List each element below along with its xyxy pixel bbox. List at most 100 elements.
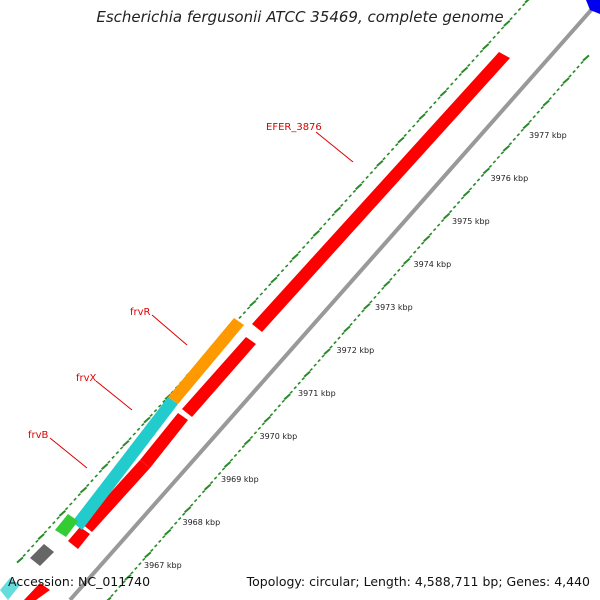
inner-tick (277, 404, 282, 408)
inner-tick (582, 54, 590, 62)
outer-tick (450, 82, 454, 86)
outer-tick (306, 241, 310, 245)
inner-tick (158, 539, 162, 543)
inner-tick (502, 144, 510, 152)
inner-tick (568, 74, 572, 78)
outer-tick (376, 159, 384, 167)
inner-tick (460, 196, 465, 200)
ruler-tick-label: 3973 kbp (375, 303, 413, 312)
gene-bar-gray[interactable] (30, 544, 54, 566)
outer-tick (56, 516, 60, 520)
outer-tick (238, 315, 242, 319)
leader-frvX (95, 380, 133, 411)
outer-tick (509, 17, 513, 21)
outer-tick (395, 143, 399, 147)
outer-tick (246, 306, 251, 310)
inner-tick (170, 526, 174, 530)
gene-label-frvB[interactable]: frvB (28, 430, 49, 441)
outer-tick (340, 203, 344, 207)
outer-tick (86, 483, 90, 487)
outer-tick (428, 105, 433, 109)
gene-label-efer3876[interactable]: EFER_3876 (266, 122, 322, 133)
outer-tick (500, 26, 505, 30)
outer-tick (16, 556, 24, 564)
inner-tick (403, 257, 411, 265)
inner-tick (321, 354, 325, 358)
inner-tick (253, 431, 258, 435)
inner-tick (520, 128, 524, 132)
inner-tick (423, 235, 431, 243)
outer-tick (458, 73, 462, 77)
inner-tick (462, 190, 471, 197)
gene-bar-blue[interactable] (586, 0, 600, 14)
gene-bar-cyan[interactable] (72, 397, 178, 530)
outer-tick (162, 399, 166, 403)
gene-label-frvX[interactable]: frvX (76, 373, 97, 384)
outer-tick (390, 147, 395, 151)
inner-tick (576, 65, 580, 69)
inner-tick (197, 494, 202, 498)
inner-tick (456, 200, 461, 205)
gene-bar-orange[interactable] (168, 318, 244, 404)
inner-tick (333, 340, 337, 345)
outer-tick (69, 502, 73, 506)
inner-tick (562, 77, 570, 84)
outer-tick (424, 110, 429, 114)
inner-tick (177, 517, 182, 521)
outer-tick (132, 432, 137, 436)
inner-tick (516, 133, 521, 137)
inner-tick (373, 295, 377, 300)
inner-tick (229, 458, 234, 462)
inner-tick (401, 264, 405, 268)
gene-arrow-frvX[interactable] (140, 413, 188, 468)
outer-tick (280, 269, 285, 273)
inner-tick (397, 268, 401, 272)
inner-tick (512, 137, 517, 141)
outer-tick (255, 297, 259, 301)
outer-tick (352, 189, 357, 193)
outer-tick (157, 404, 162, 408)
inner-tick (552, 92, 556, 96)
gene-label-frvR[interactable]: frvR (130, 307, 151, 318)
outer-tick (369, 171, 374, 175)
inner-tick (536, 110, 540, 114)
ruler-tick-label: 3967 kbp (144, 561, 182, 570)
outer-tick (98, 469, 103, 473)
outer-tick (143, 416, 151, 424)
outer-tick (90, 479, 94, 483)
outer-tick (318, 227, 323, 231)
outer-tick (327, 217, 331, 221)
outer-tick (263, 287, 268, 291)
ruler-tick-label: 3969 kbp (221, 475, 259, 484)
outer-tick (30, 544, 35, 548)
outer-tick (128, 437, 132, 441)
ruler-labels: 3967 kbp 3968 kbp 3969 kbp 3970 kbp 3971 kbp… (144, 131, 567, 570)
inner-tick (436, 223, 441, 227)
gene-bar-cyan-2[interactable] (0, 578, 20, 600)
gene-arrow-frvB[interactable] (82, 460, 150, 532)
inner-tick (283, 393, 291, 401)
inner-tick (496, 155, 501, 160)
outer-tick (107, 460, 111, 464)
outer-tick (43, 530, 48, 534)
gene-arrow-small-1[interactable] (68, 527, 90, 549)
inner-tick (134, 566, 138, 571)
inner-tick (357, 313, 361, 318)
gene-arrow-small-2[interactable] (24, 583, 50, 600)
gene-arrow-efer3876[interactable] (252, 52, 510, 332)
outer-tick (373, 166, 378, 170)
gene-bar-green[interactable] (55, 514, 78, 537)
inner-tick (337, 336, 341, 340)
gene-labels: EFER_3876 frvR frvX frvB (28, 122, 322, 441)
inner-tick (184, 506, 192, 514)
outer-tick (58, 509, 66, 517)
inner-tick (416, 246, 421, 250)
inner-tick (313, 363, 317, 367)
outer-tick (52, 521, 56, 525)
leader-efer3876 (315, 131, 354, 163)
inner-tick (361, 309, 365, 313)
outer-tick (115, 451, 120, 455)
outer-tick (259, 292, 264, 296)
gene-arrow-frvR[interactable] (182, 337, 256, 417)
